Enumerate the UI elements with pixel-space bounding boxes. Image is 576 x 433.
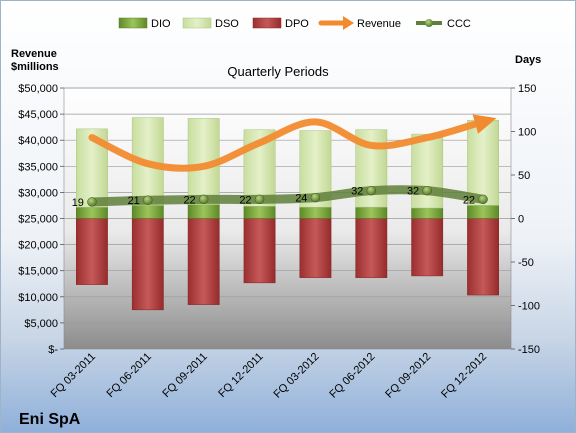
left-tick-label: $10,000 — [18, 292, 58, 304]
right-tick-label: 100 — [518, 127, 536, 139]
legend-swatch-dso — [182, 17, 212, 29]
x-tick-label: FQ 09-2012 — [383, 351, 433, 401]
bar-dio — [187, 204, 220, 219]
legend-label-dpo: DPO — [285, 18, 309, 30]
left-tick-label: $25,000 — [18, 214, 58, 226]
x-tick-label: FQ 12-2012 — [439, 351, 489, 401]
bar-dio — [411, 207, 444, 219]
ccc-point — [366, 185, 377, 196]
left-tick-label: $- — [48, 344, 58, 356]
chart-title: Quarterly Periods — [227, 64, 329, 79]
left-tick-label: $20,000 — [18, 240, 58, 252]
left-axis-title-line1: Revenue — [11, 48, 57, 60]
ccc-point — [87, 197, 97, 207]
legend-label-ccc: CCC — [447, 18, 471, 30]
left-axis-title: Revenue $millions — [11, 48, 60, 73]
legend-label-dso: DSO — [215, 18, 239, 30]
right-tick-label: 0 — [518, 214, 524, 226]
left-tick-label: $5,000 — [24, 318, 58, 330]
right-tick-label: -100 — [518, 301, 540, 313]
bar-dio — [131, 205, 164, 219]
left-tick-label: $15,000 — [18, 266, 58, 278]
bar-dpo — [131, 218, 164, 311]
ccc-data-label: 22 — [183, 194, 195, 206]
x-tick-label: FQ 09-2011 — [160, 351, 209, 400]
ccc-point — [198, 194, 209, 205]
legend-swatch-revenue-arrow — [343, 16, 354, 30]
left-tick-label: $30,000 — [18, 187, 58, 199]
legend-swatch-dpo — [252, 17, 282, 29]
left-tick-label: $45,000 — [18, 109, 58, 121]
ccc-point — [478, 194, 488, 205]
legend: DIO DSO DPO Revenue CCC — [118, 16, 471, 30]
x-tick-label: FQ 06-2011 — [105, 351, 154, 400]
bar-dpo — [187, 218, 220, 305]
x-tick-label: FQ 03-2012 — [272, 351, 322, 401]
x-tick-label: FQ 06-2012 — [327, 351, 377, 401]
bar-dpo — [411, 218, 444, 277]
bar-dio — [467, 205, 499, 219]
x-axis: FQ 03-2011 FQ 06-2011 FQ 09-2011 FQ 12-2011… — [49, 351, 490, 401]
right-tick-label: -50 — [518, 257, 534, 269]
bar-dio — [243, 206, 276, 219]
legend-swatch-dio — [118, 17, 148, 29]
bar-dso — [467, 119, 499, 206]
x-tick-label: FQ 03-2011 — [49, 351, 98, 400]
right-axis-title: Days — [515, 54, 541, 66]
bar-dpo — [76, 218, 108, 285]
ccc-data-label: 21 — [128, 195, 140, 207]
ccc-data-label: 32 — [407, 186, 419, 198]
ccc-point — [310, 192, 321, 203]
left-axis: $- $5,000 $10,000 $15,000 $20,000 $25,000 $30,… — [18, 83, 64, 356]
left-tick-label: $35,000 — [18, 161, 58, 173]
x-tick-label: FQ 12-2011 — [216, 351, 265, 400]
left-tick-label: $50,000 — [18, 83, 58, 95]
legend-label-revenue: Revenue — [357, 18, 401, 30]
bar-dpo — [355, 218, 388, 278]
revenue-line — [88, 118, 477, 172]
ccc-data-label: 19 — [72, 197, 84, 209]
ccc-point — [254, 194, 265, 205]
bar-dio — [299, 206, 332, 219]
left-axis-title-line2: $millions — [11, 61, 59, 73]
lines: 19 21 22 22 24 32 32 22 — [72, 114, 497, 209]
right-tick-label: -150 — [518, 344, 540, 356]
ccc-data-label: 32 — [351, 186, 363, 198]
bar-dpo — [467, 218, 499, 296]
right-tick-label: 150 — [518, 83, 536, 95]
ccc-point — [143, 195, 153, 205]
right-axis: -150 -100 -50 0 50 100 150 — [511, 83, 540, 356]
bar-dpo — [299, 218, 332, 278]
legend-label-dio: DIO — [151, 18, 171, 30]
right-tick-label: 50 — [518, 170, 530, 182]
company-name: Eni SpA — [19, 411, 81, 428]
ccc-data-label: 22 — [239, 194, 251, 206]
legend-swatch-ccc-dot — [425, 19, 433, 27]
ccc-data-label: 24 — [295, 193, 307, 205]
left-tick-label: $40,000 — [18, 135, 58, 147]
ccc-data-label: 22 — [463, 194, 475, 206]
bar-dio — [355, 206, 388, 219]
ccc-point — [422, 185, 432, 196]
bar-dpo — [243, 218, 276, 284]
revenue-arrowhead — [472, 114, 497, 134]
